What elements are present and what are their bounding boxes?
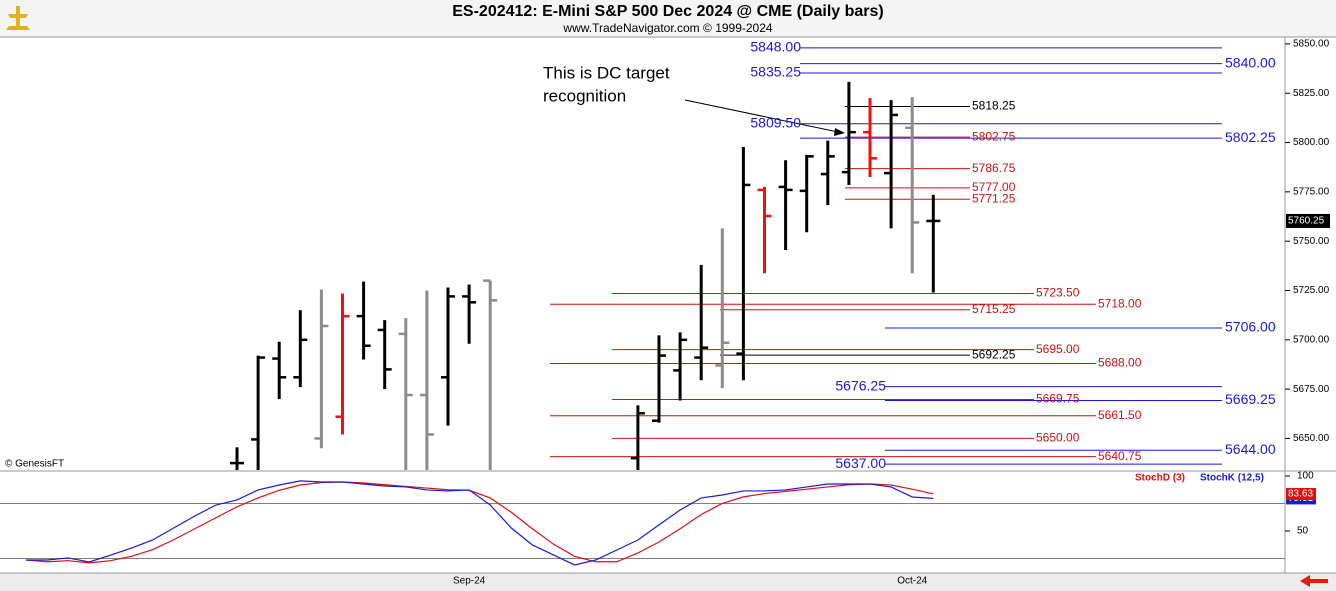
- annotation-arrowhead: [834, 128, 845, 136]
- y-tick-label: 5725.00: [1293, 285, 1330, 296]
- y-tick-label: 5675.00: [1293, 384, 1330, 395]
- level-label: 5786.75: [972, 161, 1016, 175]
- last-price-box: [1286, 213, 1330, 228]
- level-label: 5650.00: [1036, 431, 1080, 445]
- level-label: 5802.25: [1225, 129, 1276, 145]
- scroll-arrow[interactable]: [1300, 575, 1328, 587]
- level-label: 5644.00: [1225, 441, 1276, 457]
- level-label: 5777.00: [972, 180, 1016, 194]
- level-label: 5692.25: [972, 347, 1016, 361]
- last-value-box: [1286, 487, 1316, 500]
- source-label: © GenesisFT: [5, 459, 64, 470]
- annotation: This is DC target: [543, 63, 670, 82]
- y-tick-label: 5650.00: [1293, 433, 1330, 444]
- level-label: 5688.00: [1098, 356, 1142, 370]
- header-bar: [0, 0, 1336, 37]
- level-label: 5718.00: [1098, 296, 1142, 310]
- legend-label: StochK (12,5): [1200, 473, 1264, 484]
- level-label: 5706.00: [1225, 319, 1276, 335]
- x-tick-label: Oct-24: [897, 576, 927, 587]
- level-label: 5669.75: [1036, 392, 1080, 406]
- level-label: 5640.75: [1098, 449, 1142, 463]
- level-label: 5723.50: [1036, 286, 1080, 300]
- level-label: 5669.25: [1225, 391, 1276, 407]
- bars: [230, 81, 941, 470]
- date-axis-bar: [0, 573, 1336, 591]
- level-label: 5771.25: [972, 191, 1016, 205]
- level-label: 5802.75: [972, 129, 1016, 143]
- y-tick-label: 100: [1297, 471, 1314, 482]
- stoch-line: [25, 481, 934, 564]
- y-tick-label: 50: [1297, 526, 1309, 537]
- level-label: 5715.25: [972, 302, 1016, 316]
- legend-label: StochD (3): [1135, 473, 1185, 484]
- y-tick-label: 5850.00: [1293, 39, 1330, 50]
- last-value: 83.63: [1288, 489, 1313, 500]
- levels: 5848.00 5840.00 5835.25 5809.50 5802.25 5706.…: [550, 39, 1276, 471]
- annotation-arrow: [684, 99, 839, 133]
- level-label: 5840.00: [1225, 54, 1276, 70]
- level-label: 5835.25: [750, 64, 801, 80]
- y-tick-label: 5700.00: [1293, 334, 1330, 345]
- stoch-lines: [25, 480, 934, 566]
- level-label: 5809.50: [750, 115, 801, 131]
- y-tick-label: 5750.00: [1293, 236, 1330, 247]
- annotation: recognition: [543, 86, 626, 105]
- level-label: 5661.50: [1098, 408, 1142, 422]
- y-tick-label: 5800.00: [1293, 137, 1330, 148]
- level-label: 5676.25: [835, 377, 886, 393]
- y-tick-label: 5825.00: [1293, 88, 1330, 99]
- level-label: 5637.00: [835, 455, 886, 471]
- stoch-line: [26, 480, 934, 566]
- x-tick-label: Sep-24: [453, 576, 486, 587]
- level-label: 5695.00: [1036, 342, 1080, 356]
- chart-title: ES-202412: E-Mini S&P 500 Dec 2024 @ CME…: [452, 3, 884, 20]
- last-price: 5760.25: [1288, 216, 1325, 227]
- logo: [6, 6, 30, 30]
- chart-subtitle: www.TradeNavigator.com © 1999-2024: [562, 21, 772, 35]
- level-label: 5848.00: [750, 39, 801, 55]
- level-label: 5818.25: [972, 99, 1016, 113]
- y-tick-label: 5775.00: [1293, 186, 1330, 197]
